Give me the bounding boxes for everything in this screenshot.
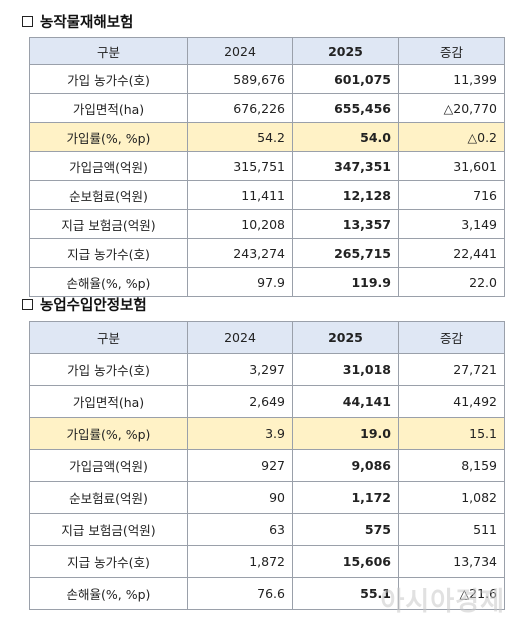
header-change: 증감 — [398, 37, 505, 65]
row-label: 가입 농가수(호) — [29, 64, 188, 94]
table-row: 가입금액(억원) 927 9,086 8,159 — [29, 449, 505, 482]
table-row: 순보험료(억원) 11,411 12,128 716 — [29, 180, 505, 210]
value-2024: 3.9 — [187, 417, 293, 450]
row-label: 순보험료(억원) — [29, 481, 188, 514]
value-2024: 97.9 — [187, 267, 293, 297]
value-2025: 265,715 — [292, 238, 399, 268]
table-row: 가입률(%, %p) 54.2 54.0 △0.2 — [29, 122, 505, 152]
table-header-row: 구분 2024 2025 증감 — [29, 37, 505, 65]
income-insurance-table: 구분 2024 2025 증감 가입 농가수(호) 3,297 31,018 27,721 가입… — [29, 321, 505, 610]
value-2024: 315,751 — [187, 151, 293, 181]
table-row: 손해율(%, %p) 97.9 119.9 22.0 — [29, 267, 505, 297]
value-2025: 13,357 — [292, 209, 399, 239]
value-2024: 63 — [187, 513, 293, 546]
row-label: 가입률(%, %p) — [29, 122, 188, 152]
value-change: 22,441 — [398, 238, 505, 268]
watermark-logo: 아시아경제 — [380, 587, 505, 617]
table-row: 가입률(%, %p) 3.9 19.0 15.1 — [29, 417, 505, 450]
row-label: 지급 농가수(호) — [29, 238, 188, 268]
value-2025: 575 — [292, 513, 399, 546]
value-2025: 44,141 — [292, 385, 399, 418]
value-2024: 11,411 — [187, 180, 293, 210]
value-change: 716 — [398, 180, 505, 210]
table-row: 지급 보험금(억원) 10,208 13,357 3,149 — [29, 209, 505, 239]
table-row: 순보험료(억원) 90 1,172 1,082 — [29, 481, 505, 514]
table-row: 지급 농가수(호) 243,274 265,715 22,441 — [29, 238, 505, 268]
row-label: 지급 보험금(억원) — [29, 513, 188, 546]
value-change: 1,082 — [398, 481, 505, 514]
value-2024: 927 — [187, 449, 293, 482]
row-label: 손해율(%, %p) — [29, 577, 188, 610]
value-2025: 9,086 — [292, 449, 399, 482]
value-change: 27,721 — [398, 353, 505, 386]
section-title-crop-insurance: 농작물재해보험 — [22, 11, 133, 31]
table-row: 가입면적(ha) 676,226 655,456 △20,770 — [29, 93, 505, 123]
row-label: 가입면적(ha) — [29, 93, 188, 123]
value-change: △20,770 — [398, 93, 505, 123]
value-change: 11,399 — [398, 64, 505, 94]
table-row: 가입금액(억원) 315,751 347,351 31,601 — [29, 151, 505, 181]
value-2024: 2,649 — [187, 385, 293, 418]
table-row: 지급 농가수(호) 1,872 15,606 13,734 — [29, 545, 505, 578]
value-change: △21.6 — [398, 577, 505, 610]
value-2025: 655,456 — [292, 93, 399, 123]
value-2025: 19.0 — [292, 417, 399, 450]
value-change: 3,149 — [398, 209, 505, 239]
header-category: 구분 — [29, 37, 188, 65]
row-label: 가입금액(억원) — [29, 151, 188, 181]
table-header-row: 구분 2024 2025 증감 — [29, 321, 505, 354]
value-change: 41,492 — [398, 385, 505, 418]
checkbox-square-icon — [22, 298, 33, 310]
value-2024: 243,274 — [187, 238, 293, 268]
header-2024: 2024 — [187, 37, 293, 65]
value-2025: 347,351 — [292, 151, 399, 181]
value-2025: 12,128 — [292, 180, 399, 210]
value-2024: 10,208 — [187, 209, 293, 239]
table-row: 손해율(%, %p) 76.6 55.1 △21.6 — [29, 577, 505, 610]
row-label: 가입면적(ha) — [29, 385, 188, 418]
header-2025: 2025 — [292, 321, 399, 354]
value-change: 22.0 — [398, 267, 505, 297]
header-2025: 2025 — [292, 37, 399, 65]
row-label: 가입률(%, %p) — [29, 417, 188, 450]
section-title-income-insurance: 농업수입안정보험 — [22, 294, 147, 314]
value-2024: 676,226 — [187, 93, 293, 123]
value-2025: 119.9 — [292, 267, 399, 297]
row-label: 가입 농가수(호) — [29, 353, 188, 386]
value-2025: 1,172 — [292, 481, 399, 514]
row-label: 손해율(%, %p) — [29, 267, 188, 297]
value-change: 511 — [398, 513, 505, 546]
value-change: 8,159 — [398, 449, 505, 482]
row-label: 가입금액(억원) — [29, 449, 188, 482]
table-row: 가입 농가수(호) 589,676 601,075 11,399 — [29, 64, 505, 94]
value-2025: 15,606 — [292, 545, 399, 578]
crop-insurance-table: 구분 2024 2025 증감 가입 농가수(호) 589,676 601,075 11,39… — [29, 37, 505, 297]
value-change: 31,601 — [398, 151, 505, 181]
value-2024: 90 — [187, 481, 293, 514]
header-change: 증감 — [398, 321, 505, 354]
value-2024: 76.6 — [187, 577, 293, 610]
row-label: 순보험료(억원) — [29, 180, 188, 210]
value-change: 13,734 — [398, 545, 505, 578]
value-2025: 601,075 — [292, 64, 399, 94]
section-title-text: 농작물재해보험 — [40, 13, 134, 31]
table-row: 가입 농가수(호) 3,297 31,018 27,721 — [29, 353, 505, 386]
table-row: 가입면적(ha) 2,649 44,141 41,492 — [29, 385, 505, 418]
value-2025: 54.0 — [292, 122, 399, 152]
value-2025: 31,018 — [292, 353, 399, 386]
value-change: △0.2 — [398, 122, 505, 152]
row-label: 지급 보험금(억원) — [29, 209, 188, 239]
header-2024: 2024 — [187, 321, 293, 354]
value-2024: 589,676 — [187, 64, 293, 94]
table-row: 지급 보험금(억원) 63 575 511 — [29, 513, 505, 546]
value-2024: 3,297 — [187, 353, 293, 386]
checkbox-square-icon — [22, 15, 33, 27]
header-category: 구분 — [29, 321, 188, 354]
row-label: 지급 농가수(호) — [29, 545, 188, 578]
value-change: 15.1 — [398, 417, 505, 450]
value-2024: 54.2 — [187, 122, 293, 152]
value-2024: 1,872 — [187, 545, 293, 578]
section-title-text: 농업수입안정보험 — [40, 296, 147, 314]
